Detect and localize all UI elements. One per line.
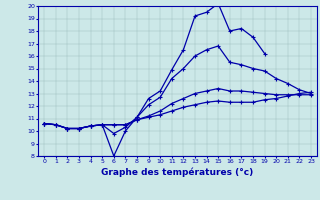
X-axis label: Graphe des températures (°c): Graphe des températures (°c) xyxy=(101,167,254,177)
